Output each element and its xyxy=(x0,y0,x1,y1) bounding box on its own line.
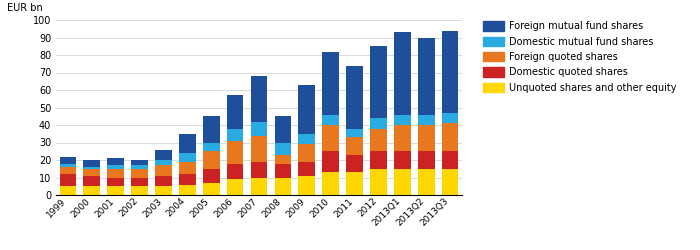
Bar xyxy=(203,142,220,151)
Bar xyxy=(346,155,363,172)
Bar xyxy=(107,178,124,186)
Bar xyxy=(203,116,220,142)
Bar xyxy=(107,165,124,169)
Bar xyxy=(394,32,411,114)
Bar xyxy=(418,169,435,195)
Bar xyxy=(418,151,435,169)
Bar xyxy=(274,116,291,142)
Bar xyxy=(274,142,291,155)
Bar xyxy=(418,125,435,151)
Bar xyxy=(227,95,244,128)
Bar xyxy=(442,151,458,169)
Bar xyxy=(442,123,458,151)
Bar xyxy=(60,186,76,195)
Bar xyxy=(298,85,315,134)
Bar xyxy=(179,184,196,195)
Bar xyxy=(131,186,148,195)
Bar xyxy=(322,151,339,172)
Bar xyxy=(83,167,100,169)
Bar xyxy=(322,52,339,114)
Bar xyxy=(370,128,387,151)
Legend: Foreign mutual fund shares, Domestic mutual fund shares, Foreign quoted shares, : Foreign mutual fund shares, Domestic mut… xyxy=(483,21,677,93)
Bar xyxy=(370,118,387,128)
Bar xyxy=(274,164,291,177)
Bar xyxy=(227,141,244,164)
Bar xyxy=(394,151,411,169)
Bar xyxy=(203,169,220,183)
Bar xyxy=(131,165,148,169)
Bar xyxy=(227,179,244,195)
Bar xyxy=(227,164,244,179)
Bar xyxy=(83,169,100,176)
Bar xyxy=(179,134,196,153)
Bar xyxy=(203,183,220,195)
Bar xyxy=(227,128,244,141)
Bar xyxy=(83,176,100,186)
Bar xyxy=(298,144,315,162)
Bar xyxy=(83,160,100,167)
Bar xyxy=(179,162,196,174)
Bar xyxy=(322,114,339,125)
Bar xyxy=(418,114,435,125)
Bar xyxy=(394,169,411,195)
Bar xyxy=(370,151,387,169)
Bar xyxy=(298,162,315,176)
Bar xyxy=(346,66,363,128)
Bar xyxy=(60,167,76,174)
Bar xyxy=(322,172,339,195)
Bar xyxy=(298,134,315,144)
Bar xyxy=(442,30,458,113)
Bar xyxy=(179,153,196,162)
Bar xyxy=(370,46,387,118)
Bar xyxy=(155,150,172,160)
Bar xyxy=(251,178,267,195)
Bar xyxy=(107,169,124,177)
Bar xyxy=(83,186,100,195)
Bar xyxy=(179,174,196,184)
Bar xyxy=(155,176,172,186)
Bar xyxy=(274,155,291,164)
Bar xyxy=(442,113,458,123)
Text: EUR bn: EUR bn xyxy=(7,3,43,13)
Bar xyxy=(370,169,387,195)
Bar xyxy=(394,125,411,151)
Bar xyxy=(131,160,148,165)
Bar xyxy=(155,160,172,165)
Bar xyxy=(60,164,76,167)
Bar xyxy=(251,162,267,178)
Bar xyxy=(251,76,267,122)
Bar xyxy=(442,169,458,195)
Bar xyxy=(251,122,267,136)
Bar xyxy=(60,156,76,164)
Bar xyxy=(322,125,339,151)
Bar xyxy=(346,128,363,137)
Bar xyxy=(107,158,124,165)
Bar xyxy=(346,137,363,155)
Bar xyxy=(60,174,76,186)
Bar xyxy=(131,169,148,177)
Bar xyxy=(131,178,148,186)
Bar xyxy=(251,136,267,162)
Bar xyxy=(298,176,315,195)
Bar xyxy=(203,151,220,169)
Bar xyxy=(274,178,291,195)
Bar xyxy=(346,172,363,195)
Bar xyxy=(394,114,411,125)
Bar xyxy=(418,38,435,115)
Bar xyxy=(155,186,172,195)
Bar xyxy=(107,186,124,195)
Bar xyxy=(155,165,172,176)
